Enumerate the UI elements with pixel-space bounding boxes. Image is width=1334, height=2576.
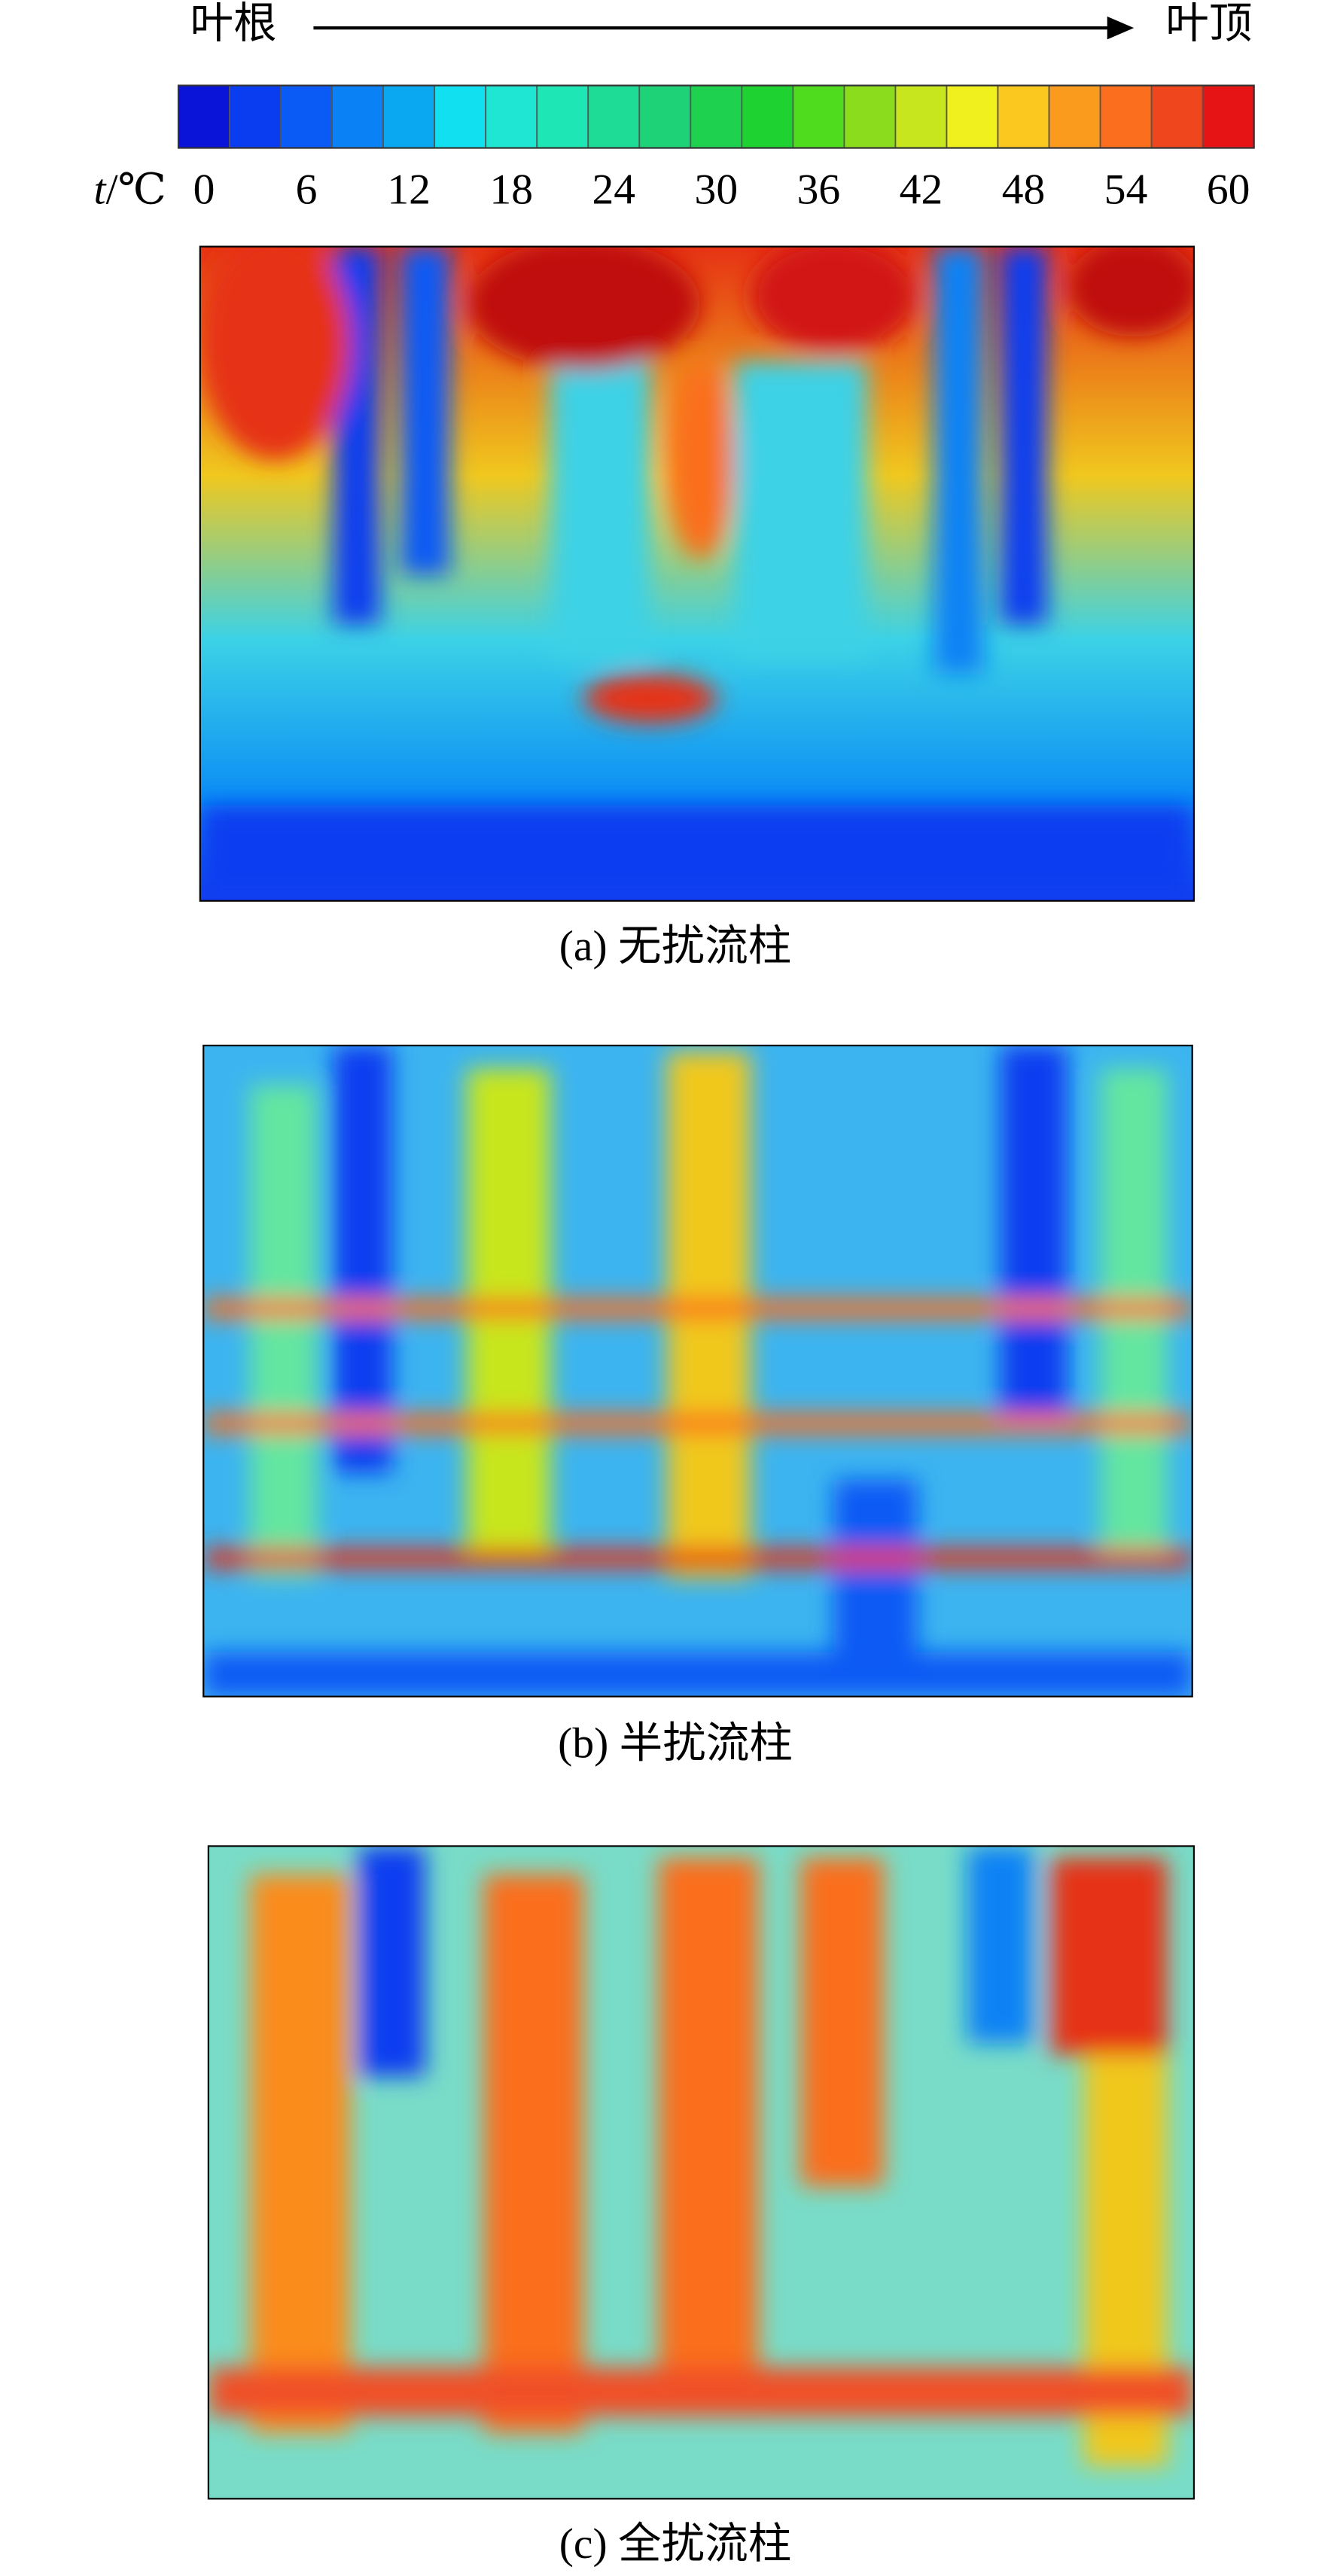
colorbar-label: t/℃ xyxy=(94,166,166,214)
color-box xyxy=(382,84,436,149)
colorbar: 0 6 12 18 24 30 36 42 48 54 60 xyxy=(177,84,1255,214)
color-box xyxy=(587,84,641,149)
color-box xyxy=(1048,84,1101,149)
color-box xyxy=(638,84,692,149)
color-box xyxy=(792,84,845,149)
colorbar-tick-label: 54 xyxy=(1104,166,1148,214)
color-box xyxy=(1150,84,1204,149)
frame xyxy=(199,245,1195,902)
arrow-head xyxy=(1107,16,1135,40)
colorbar-tick-label: 48 xyxy=(1002,166,1046,214)
color-box xyxy=(1099,84,1153,149)
caption: (a) 无扰流柱 xyxy=(559,923,792,970)
colorbar-tick-label: 12 xyxy=(387,166,431,214)
colorbar-tick-label: 30 xyxy=(695,166,739,214)
color-box xyxy=(485,84,538,149)
colorbar-frame xyxy=(177,84,1255,149)
tip-label: 叶顶 xyxy=(1165,1,1252,48)
colorbar-tick-label: 24 xyxy=(592,166,635,214)
frame xyxy=(203,1044,1193,1698)
unit: /℃ xyxy=(106,166,166,214)
heatmap-c xyxy=(208,1846,1194,2499)
color-box xyxy=(1202,84,1255,149)
color-box xyxy=(741,84,794,149)
frame xyxy=(207,1845,1195,2500)
color-box xyxy=(843,84,897,149)
colorbar-tick-label: 42 xyxy=(900,166,943,214)
color-box xyxy=(229,84,282,149)
color-box xyxy=(536,84,589,149)
color-box xyxy=(331,84,385,149)
var: t xyxy=(94,166,108,214)
color-box xyxy=(178,84,230,149)
caption: (b) 半扰流柱 xyxy=(558,1720,793,1768)
header: 叶根 叶顶 xyxy=(190,1,1253,48)
color-box xyxy=(280,84,333,149)
colorbar-tick-label: 60 xyxy=(1207,166,1250,214)
caption: (c) 全扰流柱 xyxy=(559,2520,792,2568)
colorbar-tick-label: 18 xyxy=(489,166,533,214)
colorbar-tick-label: 0 xyxy=(193,166,215,214)
heatmap-a xyxy=(199,246,1194,901)
heatmap-b xyxy=(203,1045,1192,1697)
color-box xyxy=(894,84,948,149)
color-box xyxy=(690,84,743,149)
colorbar-tick-label: 36 xyxy=(797,166,841,214)
color-box xyxy=(997,84,1050,149)
root-label: 叶根 xyxy=(190,1,277,48)
color-box xyxy=(434,84,487,149)
colorbar-tick-label: 6 xyxy=(296,166,318,214)
color-box xyxy=(946,84,999,149)
